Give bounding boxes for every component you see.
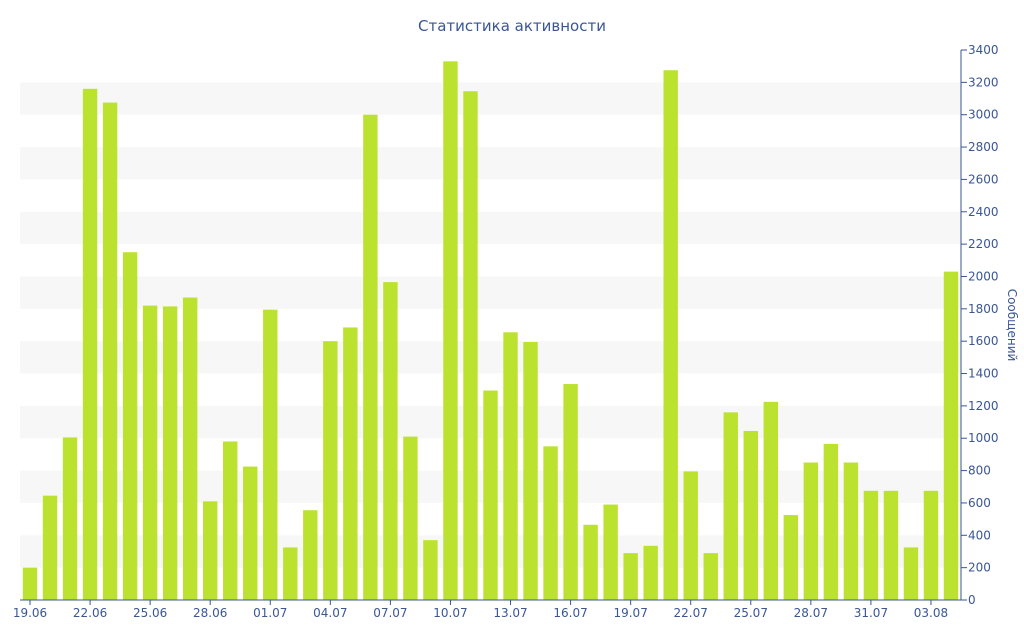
x-tick-label: 01.07 (253, 606, 287, 620)
y-tick-label: 3200 (968, 75, 999, 89)
bar (363, 114, 378, 601)
bar (383, 282, 398, 600)
bar (643, 545, 658, 600)
bar (543, 446, 558, 600)
bar (243, 466, 258, 600)
bar (263, 309, 278, 600)
axes: 0 200 400 600 800 1000 1200 1400 1600 1800 2000 220… (13, 43, 999, 620)
bar (903, 547, 919, 600)
x-tick-label: 25.07 (734, 606, 768, 620)
y-tick-label: 0 (968, 593, 976, 607)
bar (122, 252, 138, 601)
y-tick-label: 2400 (968, 205, 999, 219)
x-tick-label: 22.07 (674, 606, 708, 620)
y-tick-label: 2800 (968, 140, 999, 154)
grid-band (20, 211, 961, 245)
x-tick-label: 28.06 (193, 606, 227, 620)
y-axis-title: Сообщений (1005, 289, 1019, 362)
bar (283, 547, 298, 600)
y-tick-label: 1000 (968, 431, 999, 445)
x-tick-label: 19.06 (13, 606, 47, 620)
bar (162, 306, 178, 600)
bar (743, 430, 758, 600)
bar (303, 510, 318, 600)
x-tick-label: 03.08 (914, 606, 948, 620)
bar (503, 332, 518, 600)
bar (443, 61, 458, 600)
bar (763, 401, 779, 600)
bar (603, 504, 618, 600)
x-tick-label: 04.07 (313, 606, 347, 620)
bar (223, 441, 238, 600)
bars (22, 61, 959, 601)
bar (923, 490, 939, 600)
x-tick-label: 19.07 (613, 606, 647, 620)
bar (783, 515, 799, 600)
y-tick-label: 800 (968, 464, 991, 478)
bar (42, 495, 58, 600)
bar (863, 490, 879, 600)
bar (62, 437, 78, 600)
grid-band (20, 82, 961, 115)
y-tick-label: 1800 (968, 302, 999, 316)
bar (623, 553, 638, 600)
bar (202, 501, 218, 600)
y-tick-label: 1200 (968, 399, 999, 413)
bar (463, 91, 478, 600)
bar (523, 341, 538, 600)
bar (683, 471, 698, 600)
x-tick-label: 31.07 (854, 606, 888, 620)
x-tick-label: 16.07 (553, 606, 587, 620)
y-tick-label: 2600 (968, 172, 999, 186)
x-tick-label: 13.07 (493, 606, 527, 620)
bar (142, 305, 158, 600)
bar (403, 436, 418, 600)
x-tick-label: 25.06 (133, 606, 167, 620)
x-tick-label: 07.07 (373, 606, 407, 620)
bar (343, 327, 358, 600)
bar (102, 102, 118, 600)
y-tick-label: 600 (968, 496, 991, 510)
bar (843, 462, 859, 600)
grid-band (20, 147, 961, 180)
y-tick-label: 1600 (968, 334, 999, 348)
grid-band (20, 276, 961, 309)
grid-band (20, 341, 961, 374)
bar (563, 384, 578, 600)
bar (703, 553, 718, 600)
y-tick-label: 1400 (968, 367, 999, 381)
bar (22, 567, 38, 600)
y-tick-label: 3000 (968, 108, 999, 122)
bar (323, 341, 338, 600)
y-tick-label: 3400 (968, 43, 999, 57)
y-tick-label: 2200 (968, 237, 999, 251)
bar (82, 88, 98, 600)
y-tick-label: 200 (968, 561, 991, 575)
y-tick-label: 400 (968, 528, 991, 542)
bar (803, 462, 819, 600)
bar (182, 297, 198, 600)
x-tick-label: 28.07 (794, 606, 828, 620)
bar (823, 443, 839, 600)
bar (883, 490, 899, 600)
x-tick-label: 22.06 (73, 606, 107, 620)
bar (423, 540, 438, 600)
bar (943, 271, 959, 600)
bar (583, 524, 598, 600)
y-tick-label: 2000 (968, 269, 999, 283)
bar (723, 412, 738, 600)
chart-title: Статистика активности (418, 17, 606, 35)
bar (663, 70, 678, 601)
x-tick-label: 10.07 (433, 606, 467, 620)
bar (483, 390, 498, 600)
